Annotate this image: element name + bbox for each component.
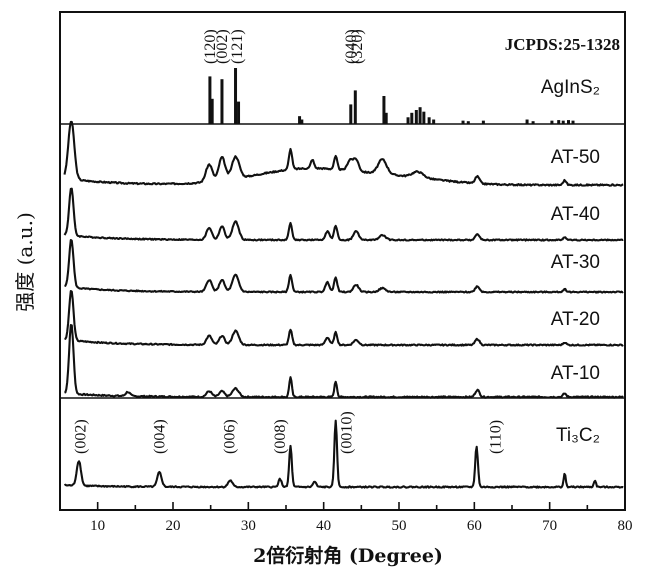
reference-bars: [208, 68, 575, 124]
ti3c2-hkl-label-2: (006): [222, 419, 239, 454]
reference-hkl-label-0: (120): [202, 29, 219, 64]
x-tick-label-1: 20: [166, 518, 181, 534]
trace-1: [63, 187, 624, 242]
x-tick-label-6: 70: [542, 518, 557, 534]
series-labels: AT-50 AT-40 AT-30 AT-20 AT-10 Ti₃C₂: [551, 147, 600, 446]
reference-hkl-label-2: (121): [229, 29, 246, 64]
trace-3: [64, 289, 624, 347]
ti3c2-hkl-label-4: (0010): [338, 411, 355, 454]
series-label-4: AT-10: [551, 363, 600, 384]
series-label-0: AT-50: [551, 147, 600, 168]
reference-hkl-label-3: (040): [343, 29, 360, 64]
x-tick-label-0: 10: [90, 518, 105, 534]
series-label-1: AT-40: [551, 204, 600, 225]
ti3c2-hkl-label-5: (110): [487, 420, 504, 454]
reference-hkl-label-4: (320): [349, 29, 366, 64]
x-tick-label-5: 60: [467, 518, 482, 534]
xrd-traces: [63, 120, 624, 489]
trace-4: [64, 324, 624, 399]
plot-frame: [59, 11, 626, 511]
x-axis-ticks: 10 20 30 40 50 60 70 80: [59, 502, 633, 534]
y-axis-label: 强度 (a.u.): [13, 212, 37, 311]
series-label-2: AT-30: [551, 252, 600, 273]
x-axis-label: 2倍衍射角 (Degree): [253, 544, 443, 567]
ti3c2-hkl-label-3: (008): [272, 419, 289, 454]
reference-phase-label: AgInS₂: [541, 77, 600, 98]
ti3c2-hkl-label-1: (004): [151, 419, 168, 454]
trace-5: [63, 419, 624, 489]
reference-hkl-label-1: (002): [214, 29, 231, 64]
hkl-labels: (120)(002)(121) (040)(320)(002) (004) (006)…: [72, 29, 504, 454]
reference-card-label: JCPDS:25-1328: [505, 35, 620, 54]
trace-2: [64, 238, 624, 294]
series-label-5: Ti₃C₂: [556, 425, 600, 446]
x-tick-label-4: 50: [392, 518, 407, 534]
x-tick-label-2: 30: [241, 518, 256, 534]
x-tick-label-3: 40: [316, 518, 331, 534]
ti3c2-hkl-label-0: (002): [72, 419, 89, 454]
series-label-3: AT-20: [551, 309, 600, 330]
x-tick-label-7: 80: [618, 518, 633, 534]
trace-0: [63, 120, 624, 187]
